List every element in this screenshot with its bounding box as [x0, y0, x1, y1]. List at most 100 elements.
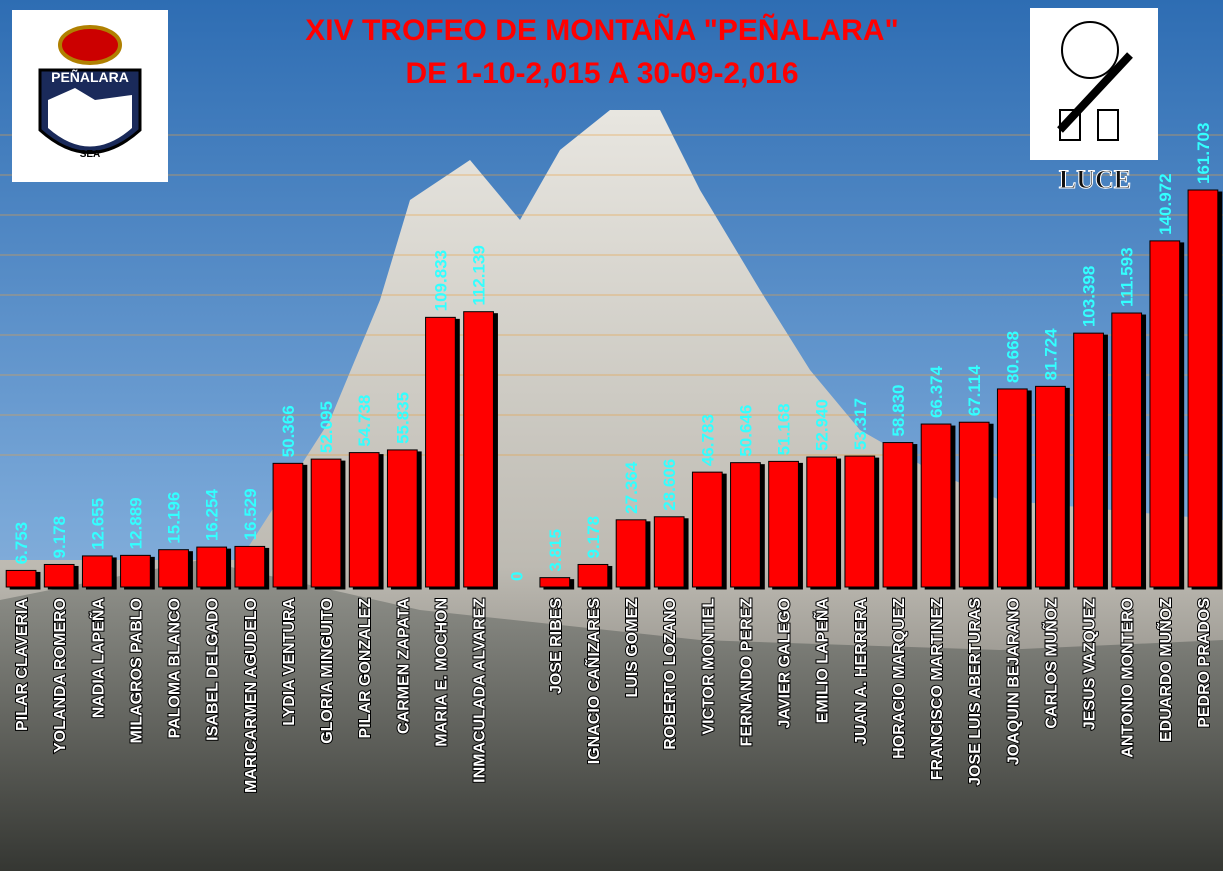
- x-tick-label: INMACULADA ALVAREZ: [472, 598, 489, 783]
- x-tick-label: PALOMA BLANCO: [167, 598, 184, 738]
- value-label: 103.398: [1080, 266, 1099, 327]
- value-label: 52.095: [317, 401, 336, 453]
- value-label: 53.317: [851, 398, 870, 450]
- bar: [1036, 386, 1066, 587]
- logo-left: PEÑALARA SEA: [12, 10, 168, 182]
- value-label: 46.783: [698, 414, 717, 466]
- bar: [44, 564, 74, 587]
- x-tick-label: EDUARDO MUÑOZ: [1155, 598, 1175, 742]
- x-tick-label: IGNACIO CAÑIZARES: [583, 598, 603, 765]
- bar: [921, 424, 951, 587]
- value-label: 15.196: [165, 492, 184, 544]
- value-label: 66.374: [927, 366, 946, 419]
- value-label: 112.139: [470, 245, 489, 306]
- x-tick-label: MARICARMEN AGUDELO: [243, 598, 260, 793]
- value-label: 109.833: [431, 250, 450, 311]
- bar: [654, 517, 684, 587]
- x-tick-label: CARMEN ZAPATA: [395, 598, 412, 734]
- bar: [273, 463, 303, 587]
- x-tick-label: HORACIO MARQUEZ: [891, 598, 908, 759]
- bar: [959, 422, 989, 587]
- bar: [997, 389, 1027, 587]
- value-label: 111.593: [1118, 247, 1137, 307]
- value-label: 52.940: [813, 399, 832, 451]
- logo-text: SEA: [80, 149, 101, 160]
- bar: [235, 546, 265, 587]
- value-label: 3.815: [546, 529, 565, 572]
- x-tick-label: MILAGROS PABLO: [128, 598, 145, 743]
- x-tick-label: JOSE RIBES: [548, 598, 565, 694]
- value-label: 12.655: [88, 498, 107, 550]
- value-label: 58.830: [889, 385, 908, 437]
- bar: [159, 550, 189, 587]
- bar: [1150, 241, 1180, 587]
- bar: [540, 578, 570, 587]
- bar: [311, 459, 341, 587]
- x-tick-label: ANTONIO MONTERO: [1120, 598, 1137, 758]
- bar: [807, 457, 837, 587]
- bar: [616, 520, 646, 587]
- value-label: 28.606: [660, 459, 679, 511]
- bar: [1074, 333, 1104, 587]
- bar: [426, 317, 456, 587]
- value-label: 6.753: [12, 522, 31, 565]
- x-tick-label: FERNANDO PEREZ: [738, 598, 755, 747]
- x-tick-label: JUAN A. HERRERA: [853, 598, 870, 745]
- value-label: 9.178: [50, 516, 69, 559]
- value-label: 54.738: [355, 395, 374, 447]
- x-tick-label: LYDIA VENTURA: [281, 598, 298, 726]
- x-tick-label: JOSE LUIS ABERTURAS: [967, 598, 984, 786]
- logo-text: PEÑALARA: [51, 68, 129, 85]
- x-tick-label: ISABEL DELGADO: [205, 598, 222, 741]
- value-label: 55.835: [393, 392, 412, 444]
- bar: [769, 461, 799, 587]
- value-label: 80.668: [1003, 331, 1022, 383]
- bar: [883, 443, 913, 587]
- bar: [82, 556, 112, 587]
- x-tick-label: PILAR CLAVERIA: [14, 598, 31, 731]
- bar: [1188, 190, 1218, 587]
- value-label: 16.254: [203, 489, 222, 542]
- x-tick-label: JESUS VAZQUEZ: [1082, 598, 1099, 730]
- value-label: 51.168: [775, 403, 794, 455]
- bar: [1112, 313, 1142, 587]
- value-label: 67.114: [965, 365, 984, 417]
- x-tick-label: JAVIER GALEGO: [777, 598, 794, 728]
- chart: PEÑALARA SEA LUCE XIV TROFEO DE MONTAÑA …: [0, 0, 1223, 871]
- bar: [6, 570, 36, 587]
- bar: [387, 450, 417, 587]
- value-label: 27.364: [622, 461, 641, 514]
- x-tick-label: PILAR GONZALEZ: [357, 598, 374, 739]
- value-label: 9.178: [584, 516, 603, 559]
- bar: [692, 472, 722, 587]
- logo-text: LUCE: [1059, 165, 1131, 194]
- bar: [197, 547, 227, 587]
- value-label: 50.366: [279, 405, 298, 457]
- value-label: 161.703: [1194, 123, 1213, 184]
- x-tick-label: PEDRO PRADOS: [1196, 598, 1213, 728]
- x-tick-label: LUIS GOMEZ: [624, 598, 641, 698]
- x-tick-label: EMILIO LAPEÑA: [812, 598, 832, 724]
- bar: [121, 555, 151, 587]
- x-tick-label: YOLANDA ROMERO: [52, 598, 69, 753]
- value-label: 81.724: [1041, 328, 1060, 381]
- bar: [349, 453, 379, 587]
- value-label: 12.889: [126, 497, 145, 549]
- chart-title: XIV TROFEO DE MONTAÑA "PEÑALARA": [305, 13, 898, 47]
- x-tick-label: FRANCISCO MARTINEZ: [929, 598, 946, 780]
- x-tick-label: JOAQUIN BEJARANO: [1005, 598, 1022, 765]
- value-label: 16.529: [241, 488, 260, 540]
- bar: [464, 312, 494, 587]
- value-label: 50.646: [736, 405, 755, 457]
- x-tick-label: CARLOS MUÑOZ: [1040, 598, 1060, 729]
- bar: [578, 564, 608, 587]
- value-label: 140.972: [1156, 173, 1175, 234]
- value-label: 0: [508, 572, 527, 581]
- x-tick-label: GLORIA MINGUITO: [319, 598, 336, 744]
- x-tick-label: MARIA E. MOCHON: [433, 598, 450, 747]
- bar: [845, 456, 875, 587]
- x-tick-label: ROBERTO LOZANO: [662, 598, 679, 750]
- x-tick-label: VICTOR MONTIEL: [700, 598, 717, 735]
- chart-subtitle: DE 1-10-2,015 A 30-09-2,016: [405, 57, 798, 90]
- x-tick-label: NADIA LAPEÑA: [87, 598, 107, 719]
